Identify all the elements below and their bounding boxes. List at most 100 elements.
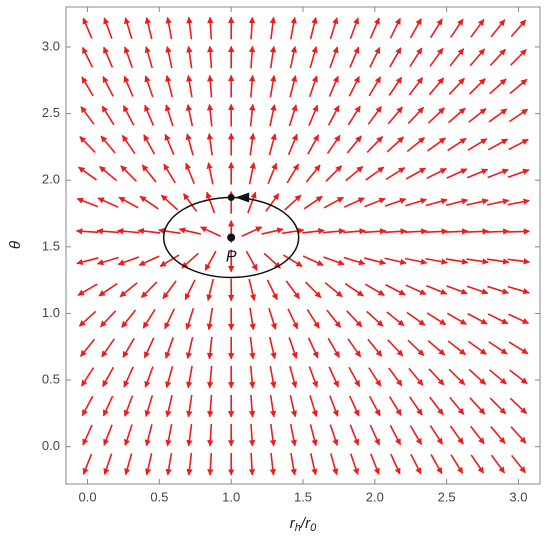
field-arrow [407, 106, 425, 124]
field-arrow [248, 16, 256, 40]
field-arrow [467, 340, 487, 355]
field-arrow [144, 366, 154, 388]
field-arrow [143, 337, 155, 359]
field-arrow [285, 280, 300, 300]
field-arrow [248, 452, 256, 476]
field-arrow [508, 313, 530, 325]
field-arrow [269, 365, 277, 389]
field-arrow [486, 258, 510, 265]
field-arrow [343, 197, 365, 208]
field-arrow [406, 311, 426, 326]
field-arrow [97, 197, 119, 208]
field-arrow [302, 227, 325, 235]
field-arrow [507, 228, 531, 235]
field-arrow [308, 366, 319, 388]
field-arrow [349, 46, 360, 68]
field-arrow [329, 453, 339, 476]
field-arrow [103, 17, 113, 39]
field-arrow [182, 193, 198, 212]
field-arrow [186, 16, 193, 40]
field-arrow [368, 76, 382, 97]
field-arrow [370, 453, 380, 475]
field-arrow [269, 45, 277, 69]
field-arrow [409, 47, 423, 68]
field-arrow [448, 368, 466, 386]
field-arrow [288, 104, 298, 127]
field-arrow [490, 454, 506, 474]
field-arrow [408, 367, 424, 386]
field-arrow [429, 425, 444, 445]
field-arrow [309, 424, 318, 447]
field-arrow [328, 75, 339, 97]
field-arrow [469, 397, 486, 415]
field-arrow [248, 45, 256, 69]
field-arrow [269, 104, 277, 127]
field-arrow [322, 227, 346, 235]
field-arrow [426, 167, 447, 180]
field-arrow [265, 193, 280, 212]
field-arrow [510, 49, 527, 66]
field-arrow [186, 45, 193, 69]
field-arrow [144, 104, 155, 126]
field-arrow [117, 227, 140, 235]
field-arrow [487, 168, 509, 179]
field-arrow [488, 108, 508, 123]
field-arrow [309, 17, 318, 40]
field-arrow [427, 107, 445, 124]
field-arrow [185, 162, 195, 185]
field-arrow [82, 424, 93, 446]
x-tick-label: 1.5 [294, 489, 312, 504]
field-arrow [267, 162, 278, 185]
field-arrow [206, 103, 214, 127]
field-arrow [263, 252, 281, 269]
field-arrow [386, 311, 405, 327]
field-arrow [241, 226, 263, 237]
field-arrow [289, 424, 297, 447]
field-arrow [103, 453, 113, 476]
field-arrow [248, 74, 256, 98]
y-tick-label: 2.0 [42, 172, 60, 187]
field-arrow [364, 197, 386, 208]
field-arrow [269, 16, 277, 40]
field-arrow [119, 282, 138, 298]
field-arrow [186, 394, 193, 418]
field-arrow [466, 198, 489, 206]
field-arrow [287, 308, 299, 330]
field-arrow [488, 341, 508, 355]
field-arrow [384, 228, 407, 235]
field-arrow [489, 48, 506, 66]
field-arrow [346, 310, 363, 328]
field-arrow [284, 194, 302, 211]
field-arrow [165, 366, 174, 389]
field-arrow [490, 426, 506, 444]
field-arrow [165, 453, 173, 476]
field-arrow [369, 424, 381, 446]
field-arrow [164, 133, 175, 155]
field-arrow [205, 191, 216, 214]
field-arrow [405, 167, 427, 180]
field-arrow [327, 105, 340, 126]
field-arrow [404, 257, 428, 265]
field-arrow [510, 19, 527, 38]
field-arrow [466, 285, 489, 295]
field-arrow [469, 425, 485, 445]
field-arrow [445, 198, 469, 207]
field-arrow [245, 250, 258, 271]
field-arrow [425, 257, 448, 265]
field-arrow [486, 198, 510, 206]
field-arrow [467, 138, 488, 151]
field-arrow [207, 394, 214, 418]
field-arrow [326, 309, 342, 328]
field-arrow [123, 366, 134, 388]
field-arrow [103, 424, 113, 446]
field-arrow [144, 17, 153, 40]
field-arrow [487, 285, 510, 295]
field-arrow [407, 339, 425, 357]
field-arrow [366, 310, 384, 327]
field-arrow [349, 453, 359, 476]
field-arrow [303, 195, 323, 210]
x-tick-label: 0.5 [150, 489, 168, 504]
field-arrow [323, 196, 344, 209]
field-arrow [510, 454, 526, 474]
